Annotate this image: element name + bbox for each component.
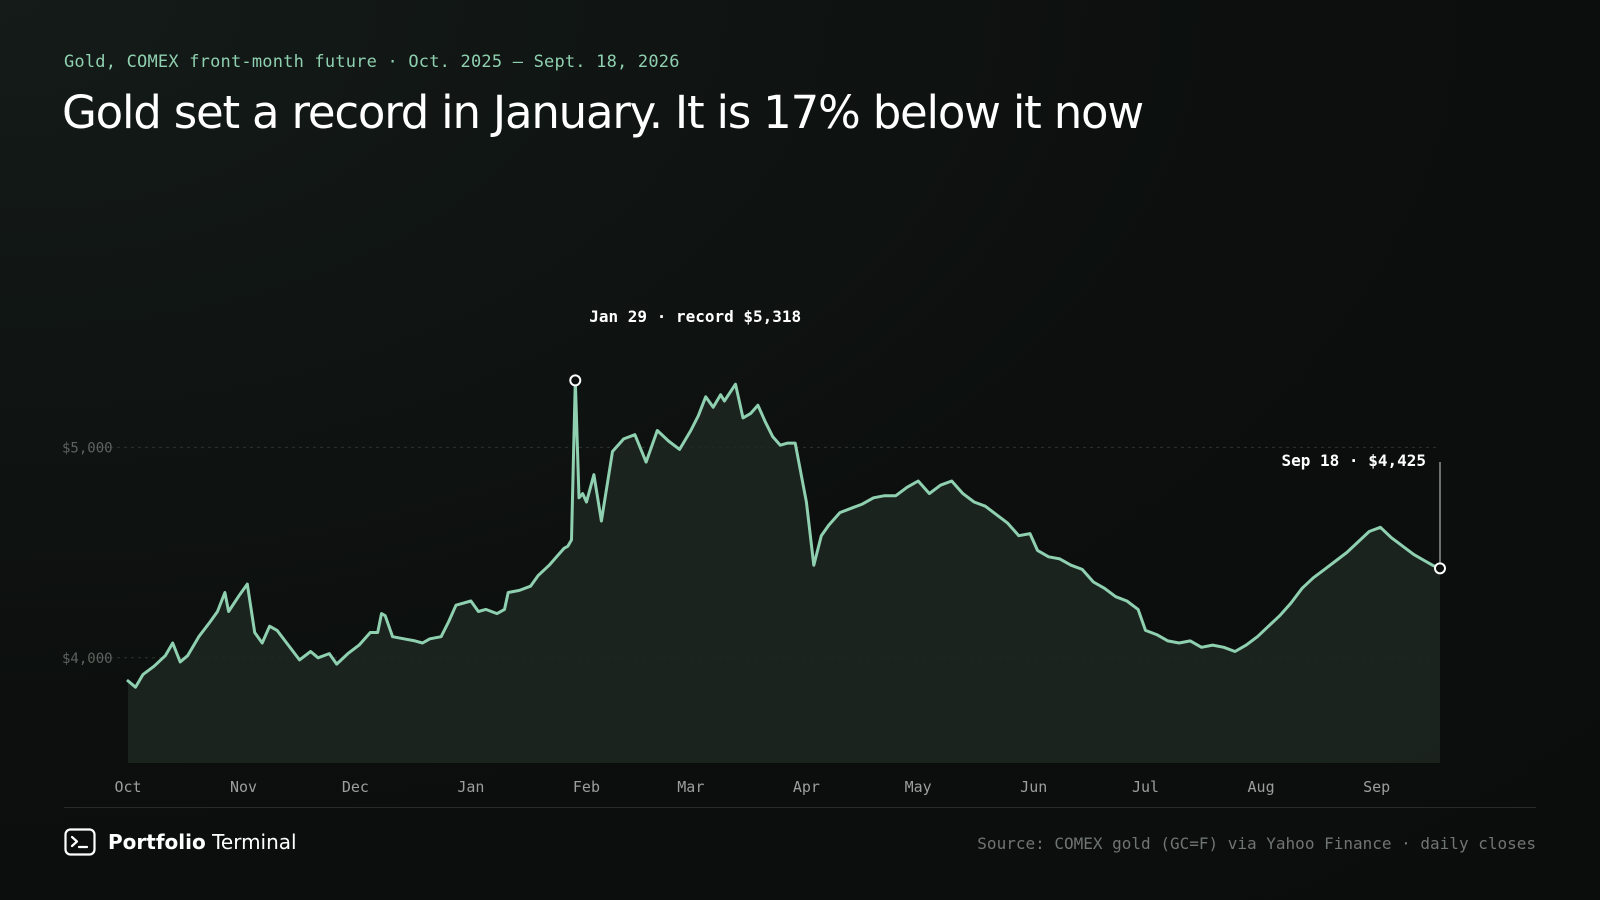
x-tick-label: Dec <box>342 778 369 796</box>
footer-divider <box>64 807 1536 808</box>
annotation-marker <box>569 374 582 387</box>
price-area <box>128 380 1440 763</box>
x-tick-label: Feb <box>573 778 600 796</box>
brand-logo: Portfolio Terminal <box>64 826 297 858</box>
annotation-label: Sep 18 · $4,425 <box>1282 451 1427 470</box>
x-tick-label: Mar <box>677 778 704 796</box>
x-tick-label: Jan <box>457 778 484 796</box>
chart-subtitle: Gold, COMEX front-month future · Oct. 20… <box>64 52 680 72</box>
x-tick-label: Jul <box>1132 778 1159 796</box>
annotation-marker <box>1434 562 1446 575</box>
x-tick-label: Jun <box>1020 778 1047 796</box>
x-tick-label: Sep <box>1363 778 1390 796</box>
x-tick-label: Nov <box>230 778 257 796</box>
brand-name: Portfolio Terminal <box>108 830 297 854</box>
price-line <box>126 378 1442 689</box>
x-tick-label: May <box>905 778 932 796</box>
brand-name-light: Terminal <box>212 830 297 854</box>
y-tick-label: $4,000 <box>62 651 113 667</box>
brand-name-strong: Portfolio <box>108 830 206 854</box>
y-tick-label: $5,000 <box>62 440 113 456</box>
terminal-prompt-icon <box>64 828 96 856</box>
source-note: Source: COMEX gold (GC=F) via Yahoo Fina… <box>977 834 1536 853</box>
chart-title: Gold set a record in January. It is 17% … <box>62 86 1144 139</box>
x-tick-label: Oct <box>114 778 141 796</box>
x-tick-label: Apr <box>793 778 820 796</box>
gold-price-chart: $4,000 $5,000 Oct Nov Dec Jan Feb Mar Apr May Jun J… <box>62 307 1446 796</box>
annotation-label: Jan 29 · record $5,318 <box>589 307 801 326</box>
x-tick-label: Aug <box>1248 778 1275 796</box>
